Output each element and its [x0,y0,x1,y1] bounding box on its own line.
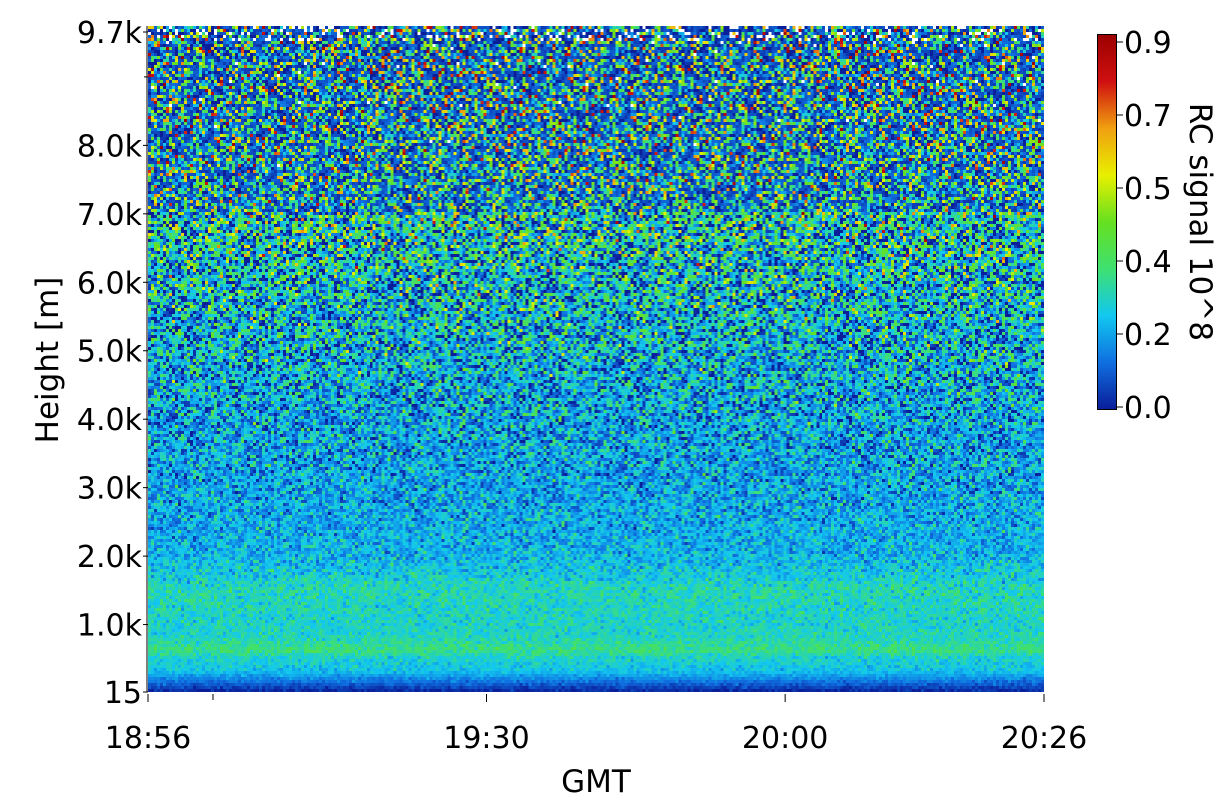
colorbar-tick-label: 0.2 [1124,318,1172,353]
colorbar-tick-label: 0.4 [1124,245,1172,280]
heatmap-cells [148,26,1044,692]
colorbar-tick-label: 0.0 [1124,391,1172,426]
colorbar-label: RC signal 10^8 [1182,103,1218,341]
x-tick-label: 19:30 [443,721,529,756]
y-tick-label: 7.0k [77,198,143,233]
x-axis-label: GMT [561,764,632,800]
colorbar [1097,34,1117,410]
heatmap-plot-area [148,26,1044,692]
y-axis-label: Height [m] [30,277,66,444]
y-tick-label: 8.0k [77,129,143,164]
y-tick-label: 1.0k [77,609,143,644]
colorbar-tick-label: 0.5 [1124,172,1172,207]
x-tick-label: 20:26 [1001,721,1087,756]
x-tick-label: 20:00 [742,721,828,756]
y-tick-label: 6.0k [77,266,143,301]
y-tick-label: 3.0k [77,472,143,507]
y-tick-label: 2.0k [77,540,143,575]
y-tick-label: 9.7k [77,16,143,51]
y-tick-label: 4.0k [77,403,143,438]
y-tick-label: 5.0k [77,335,143,370]
y-tick-label: 15 [104,676,142,711]
colorbar-tick-label: 0.7 [1124,99,1172,134]
x-tick-label: 18:56 [105,721,191,756]
colorbar-tick-label: 0.9 [1124,26,1172,61]
